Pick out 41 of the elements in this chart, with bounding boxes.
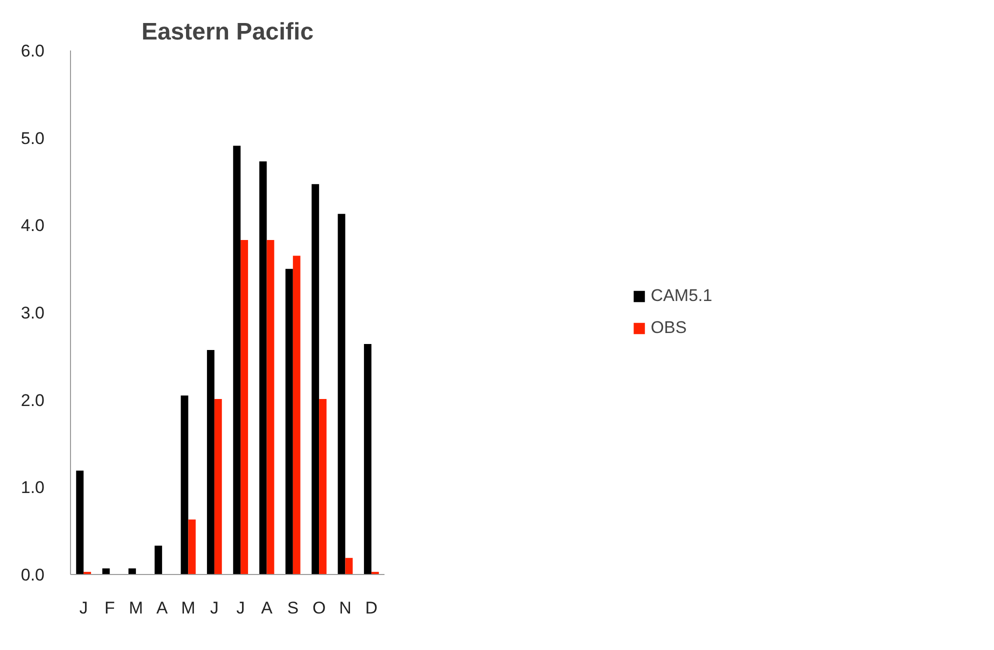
bar [76,470,84,574]
x-tick-label: J [210,598,219,618]
bar [214,398,222,574]
bar [102,568,110,574]
bar [364,344,372,574]
y-tick-label: 4.0 [20,216,45,236]
bar [285,268,293,574]
bar [128,568,136,574]
x-tick-label: M [181,598,196,618]
bar [292,256,300,574]
x-tick-label: A [261,598,274,618]
y-tick-label: 1.0 [20,478,45,498]
bar [154,546,162,574]
x-tick-label: J [236,598,245,618]
x-tick-label: D [365,598,378,618]
bar [266,240,274,574]
x-tick-label: N [339,598,352,618]
bar [188,519,196,574]
x-tick-label: J [79,598,88,618]
legend-label: CAM5.1 [650,286,712,306]
x-tick-label: M [128,598,144,618]
bar [233,146,241,574]
y-tick-label: 6.0 [20,42,45,60]
chart-title: Eastern Pacific [141,18,314,46]
y-tick-label: 3.0 [20,304,45,322]
x-tick-label: F [104,598,115,618]
x-tick-label: O [312,598,326,618]
legend-label: OBS [650,318,687,338]
y-tick-label: 2.0 [20,390,45,410]
x-tick-label: S [287,598,299,618]
bar [240,240,248,574]
bar [259,161,267,574]
bar [345,558,353,574]
bar [206,350,214,574]
bar [180,395,188,574]
y-tick-label: 0.0 [20,566,45,584]
bar [312,184,320,574]
x-tick-label: A [156,598,168,618]
bar [319,398,327,574]
y-tick-label: 5.0 [20,128,45,148]
bar [338,214,346,574]
